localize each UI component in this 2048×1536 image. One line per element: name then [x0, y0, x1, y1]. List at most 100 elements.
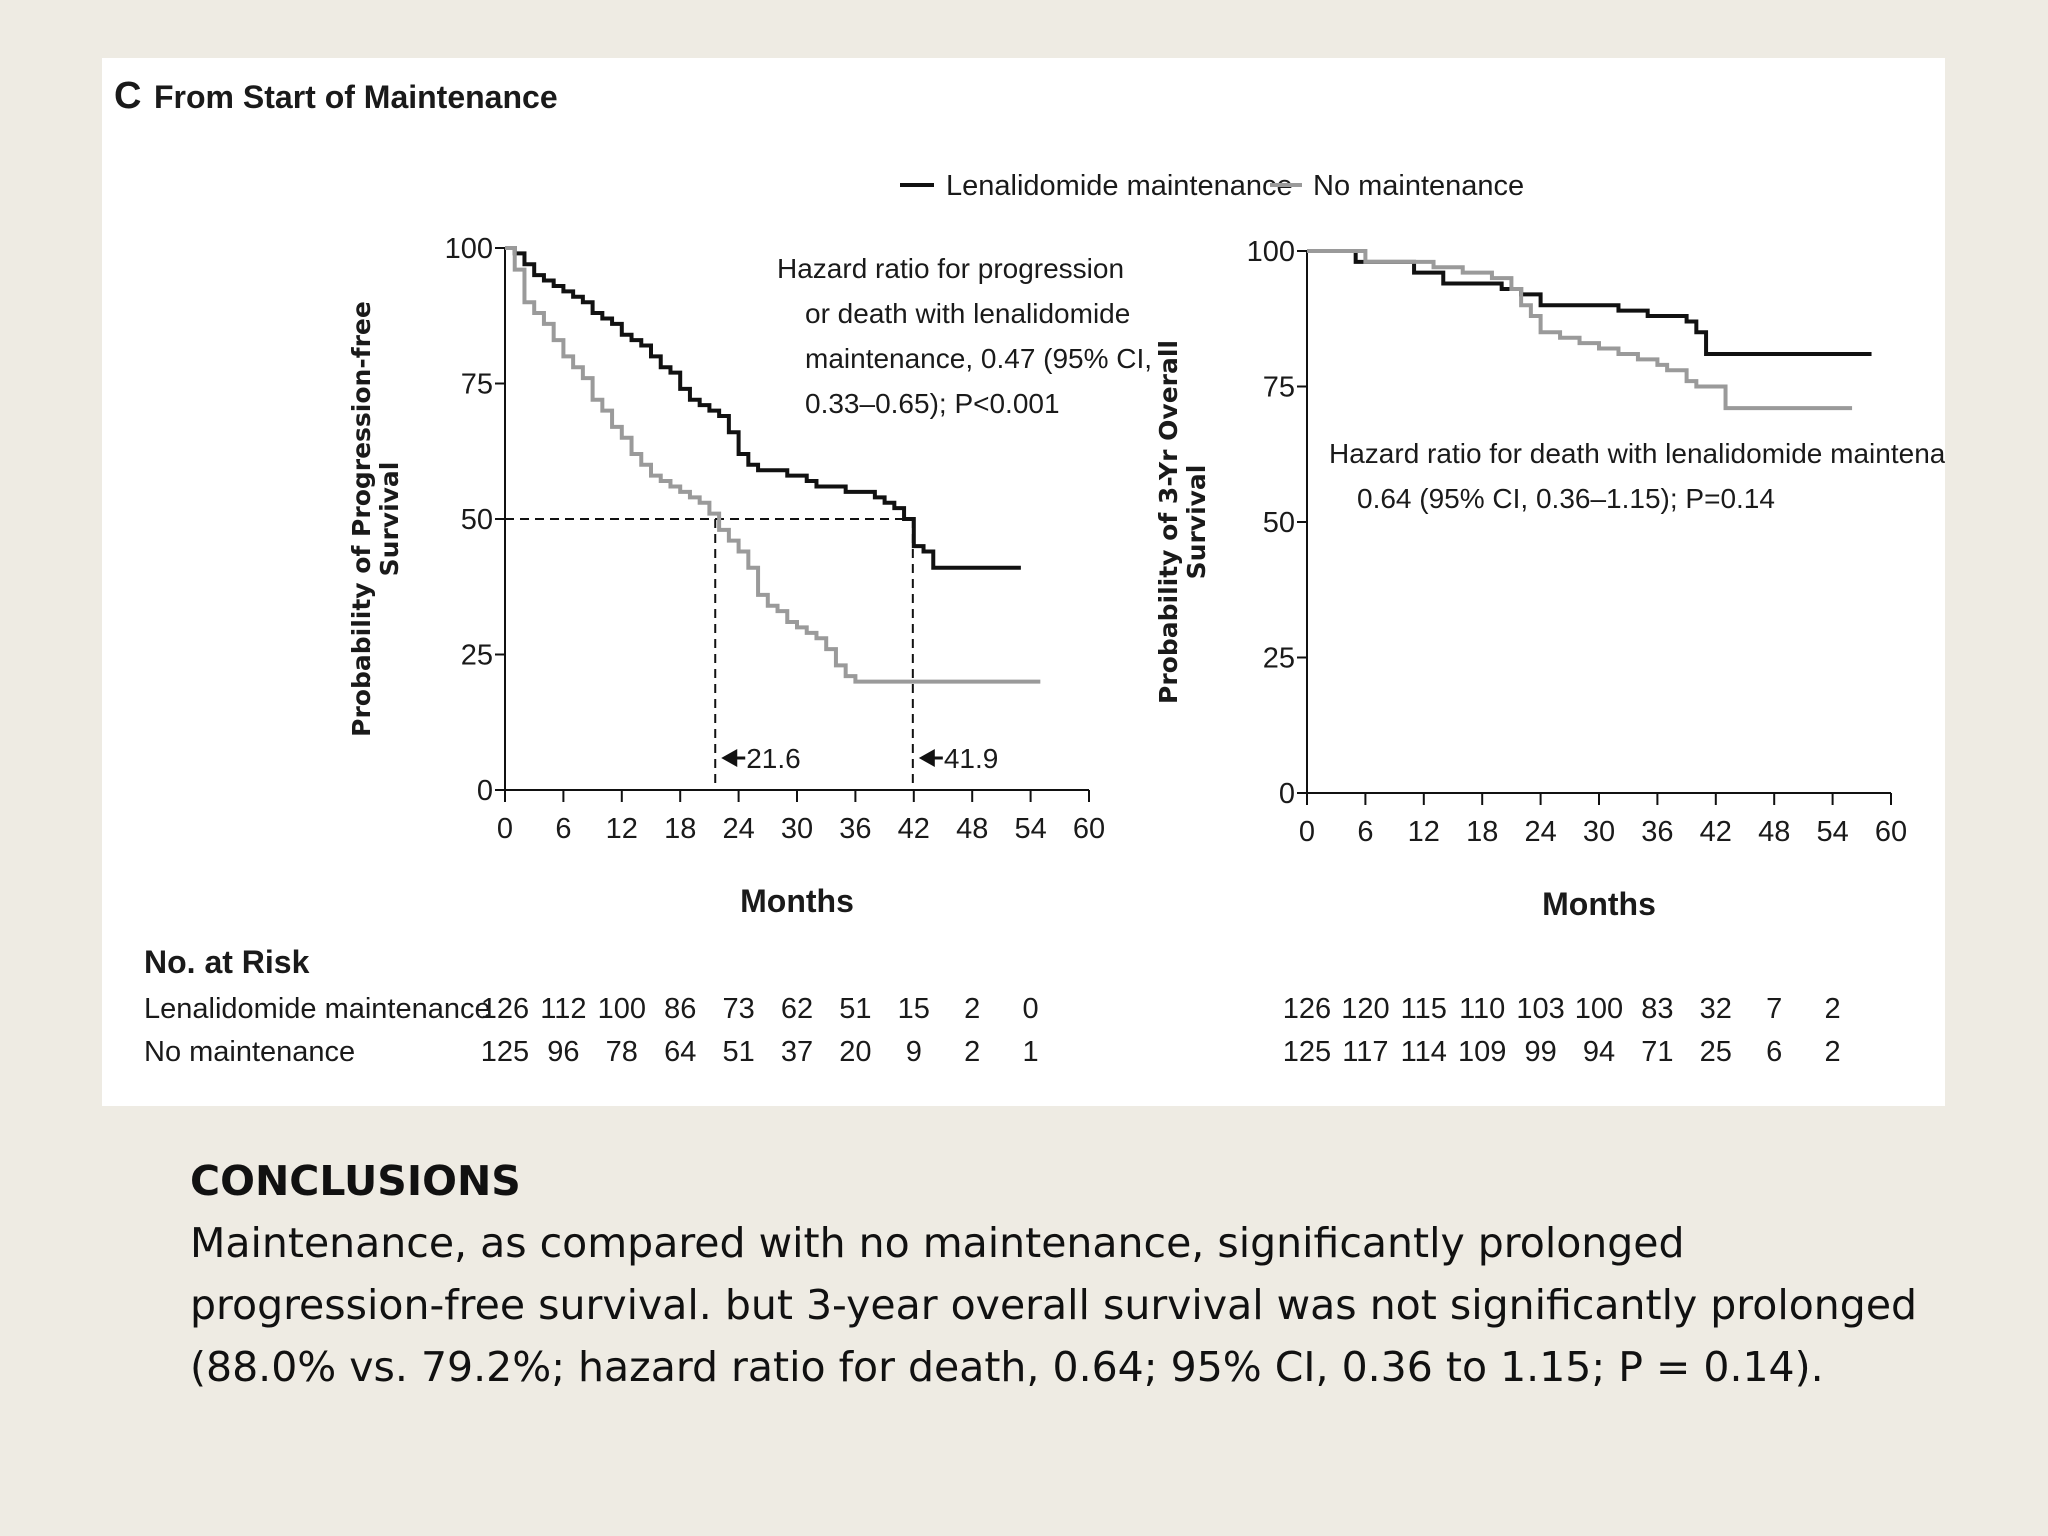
risk-value: 6 — [1766, 1036, 1782, 1068]
risk-value: 126 — [481, 993, 529, 1025]
figure-panel: C From Start of Maintenance Lenalidomide… — [102, 58, 1945, 1106]
risk-value: 0 — [1023, 993, 1039, 1025]
hazard-ratio-annotation: Hazard ratio for progression — [777, 253, 1124, 284]
x-tick-label: 6 — [1357, 816, 1373, 848]
panel-letter: C — [114, 75, 141, 117]
y-tick-label: 75 — [1263, 372, 1295, 404]
y-axis-label-line: Survival — [375, 462, 404, 577]
risk-value: 2 — [964, 1036, 980, 1068]
y-axis-label-line: Probability of 3-Yr Overall — [1154, 340, 1183, 704]
x-tick-label: 18 — [664, 813, 696, 845]
y-axis-label: Probability of Progression-freeSurvival — [347, 301, 404, 737]
hazard-ratio-annotation: maintenance, 0.47 (95% CI, — [805, 343, 1152, 374]
risk-value: 126 — [1283, 993, 1331, 1025]
x-tick-label: 24 — [1524, 816, 1556, 848]
x-tick-label: 12 — [1408, 816, 1440, 848]
risk-value: 51 — [839, 993, 871, 1025]
x-tick-label: 60 — [1875, 816, 1907, 848]
y-tick-label: 100 — [445, 233, 493, 265]
x-tick-label: 36 — [1641, 816, 1673, 848]
survival-curve — [505, 246, 1041, 684]
risk-value: 115 — [1401, 993, 1447, 1025]
risk-value: 2 — [964, 993, 980, 1025]
x-tick-label: 48 — [1758, 816, 1790, 848]
risk-row-label-lenalidomide: Lenalidomide maintenance — [144, 993, 491, 1025]
risk-table: No. at Risk Lenalidomide maintenance No … — [144, 944, 1841, 1068]
x-axis-label: Months — [1542, 886, 1656, 922]
risk-value: 96 — [547, 1036, 579, 1068]
risk-value: 62 — [781, 993, 813, 1025]
risk-value: 112 — [540, 993, 586, 1025]
risk-value: 83 — [1641, 993, 1673, 1025]
risk-value: 86 — [664, 993, 696, 1025]
hazard-ratio-annotation: or death with lenalidomide — [805, 298, 1130, 329]
median-arrow-icon — [918, 749, 935, 767]
conclusions-heading: CONCLUSIONS — [190, 1157, 521, 1205]
conclusions-section: CONCLUSIONS Maintenance, as compared wit… — [190, 1150, 1970, 1398]
risk-values: 126 112 100 86 73 62 51 15 2 0 126 120 115 110 103 100 8… — [481, 993, 1841, 1068]
risk-value: 25 — [1700, 1036, 1732, 1068]
y-tick-label: 50 — [461, 504, 493, 536]
y-axis-label-line: Probability of Progression-free — [347, 301, 376, 737]
panel-title: From Start of Maintenance — [154, 79, 558, 115]
x-tick-label: 42 — [1700, 816, 1732, 848]
risk-value: 100 — [598, 993, 646, 1025]
risk-value: 125 — [481, 1036, 529, 1068]
risk-value: 120 — [1341, 993, 1389, 1025]
risk-value: 32 — [1700, 993, 1732, 1025]
survival-curve — [505, 246, 1021, 570]
x-tick-label: 24 — [722, 813, 754, 845]
risk-value: 94 — [1583, 1036, 1615, 1068]
hazard-ratio-annotation: Hazard ratio for death with lenalidomide… — [1329, 438, 1945, 469]
y-axis-label: Probability of 3-Yr OverallSurvival — [1154, 340, 1211, 704]
risk-value: 9 — [906, 1036, 922, 1068]
risk-value: 103 — [1516, 993, 1564, 1025]
risk-value: 71 — [1641, 1036, 1673, 1068]
survival-curve — [1307, 249, 1853, 411]
risk-value: 73 — [722, 993, 754, 1025]
x-tick-label: 48 — [956, 813, 988, 845]
conclusions-line: Maintenance, as compared with no mainten… — [190, 1219, 1685, 1267]
x-tick-label: 12 — [606, 813, 638, 845]
risk-value: 109 — [1458, 1036, 1506, 1068]
x-tick-label: 30 — [781, 813, 813, 845]
risk-table-title: No. at Risk — [144, 944, 310, 980]
risk-value: 2 — [1825, 993, 1841, 1025]
risk-value: 7 — [1766, 993, 1782, 1025]
risk-value: 78 — [606, 1036, 638, 1068]
y-tick-label: 25 — [461, 640, 493, 672]
risk-value: 110 — [1459, 993, 1505, 1025]
median-label: 41.9 — [944, 743, 999, 774]
y-axis-label-line: Survival — [1182, 465, 1211, 580]
risk-value: 99 — [1524, 1036, 1556, 1068]
x-tick-label: 42 — [898, 813, 930, 845]
y-tick-label: 25 — [1263, 643, 1295, 675]
os-chart: 0 6 12 18 24 30 36 42 48 54 60 0 25 50 75 100 Months Prob… — [1154, 236, 1945, 922]
median-arrow-icon — [721, 749, 738, 767]
risk-value: 51 — [722, 1036, 754, 1068]
y-tick-label: 0 — [1279, 778, 1295, 810]
x-tick-label: 18 — [1466, 816, 1498, 848]
legend: Lenalidomide maintenance No maintenance — [900, 170, 1524, 202]
hazard-ratio-annotation: 0.33–0.65); P<0.001 — [805, 388, 1060, 419]
risk-value: 125 — [1283, 1036, 1331, 1068]
x-tick-label: 54 — [1014, 813, 1046, 845]
conclusions-line: progression-free survival. but 3-year ov… — [190, 1281, 1918, 1329]
median-label: 21.6 — [746, 743, 801, 774]
risk-value: 20 — [839, 1036, 871, 1068]
pfs-chart: 0 6 12 18 24 30 36 42 48 54 60 0 25 50 75 100 Months Prob… — [347, 233, 1152, 919]
survival-curve — [1307, 249, 1872, 356]
legend-label-lenalidomide: Lenalidomide maintenance — [946, 170, 1293, 202]
x-axis-label: Months — [740, 883, 854, 919]
y-tick-label: 100 — [1247, 236, 1295, 268]
x-tick-label: 54 — [1816, 816, 1848, 848]
y-tick-label: 0 — [477, 775, 493, 807]
risk-value: 15 — [898, 993, 930, 1025]
risk-value: 37 — [781, 1036, 813, 1068]
risk-value: 100 — [1575, 993, 1623, 1025]
risk-value: 64 — [664, 1036, 696, 1068]
km-figure: C From Start of Maintenance Lenalidomide… — [114, 75, 1945, 1068]
y-tick-label: 75 — [461, 369, 493, 401]
x-tick-label: 30 — [1583, 816, 1615, 848]
x-tick-label: 6 — [555, 813, 571, 845]
